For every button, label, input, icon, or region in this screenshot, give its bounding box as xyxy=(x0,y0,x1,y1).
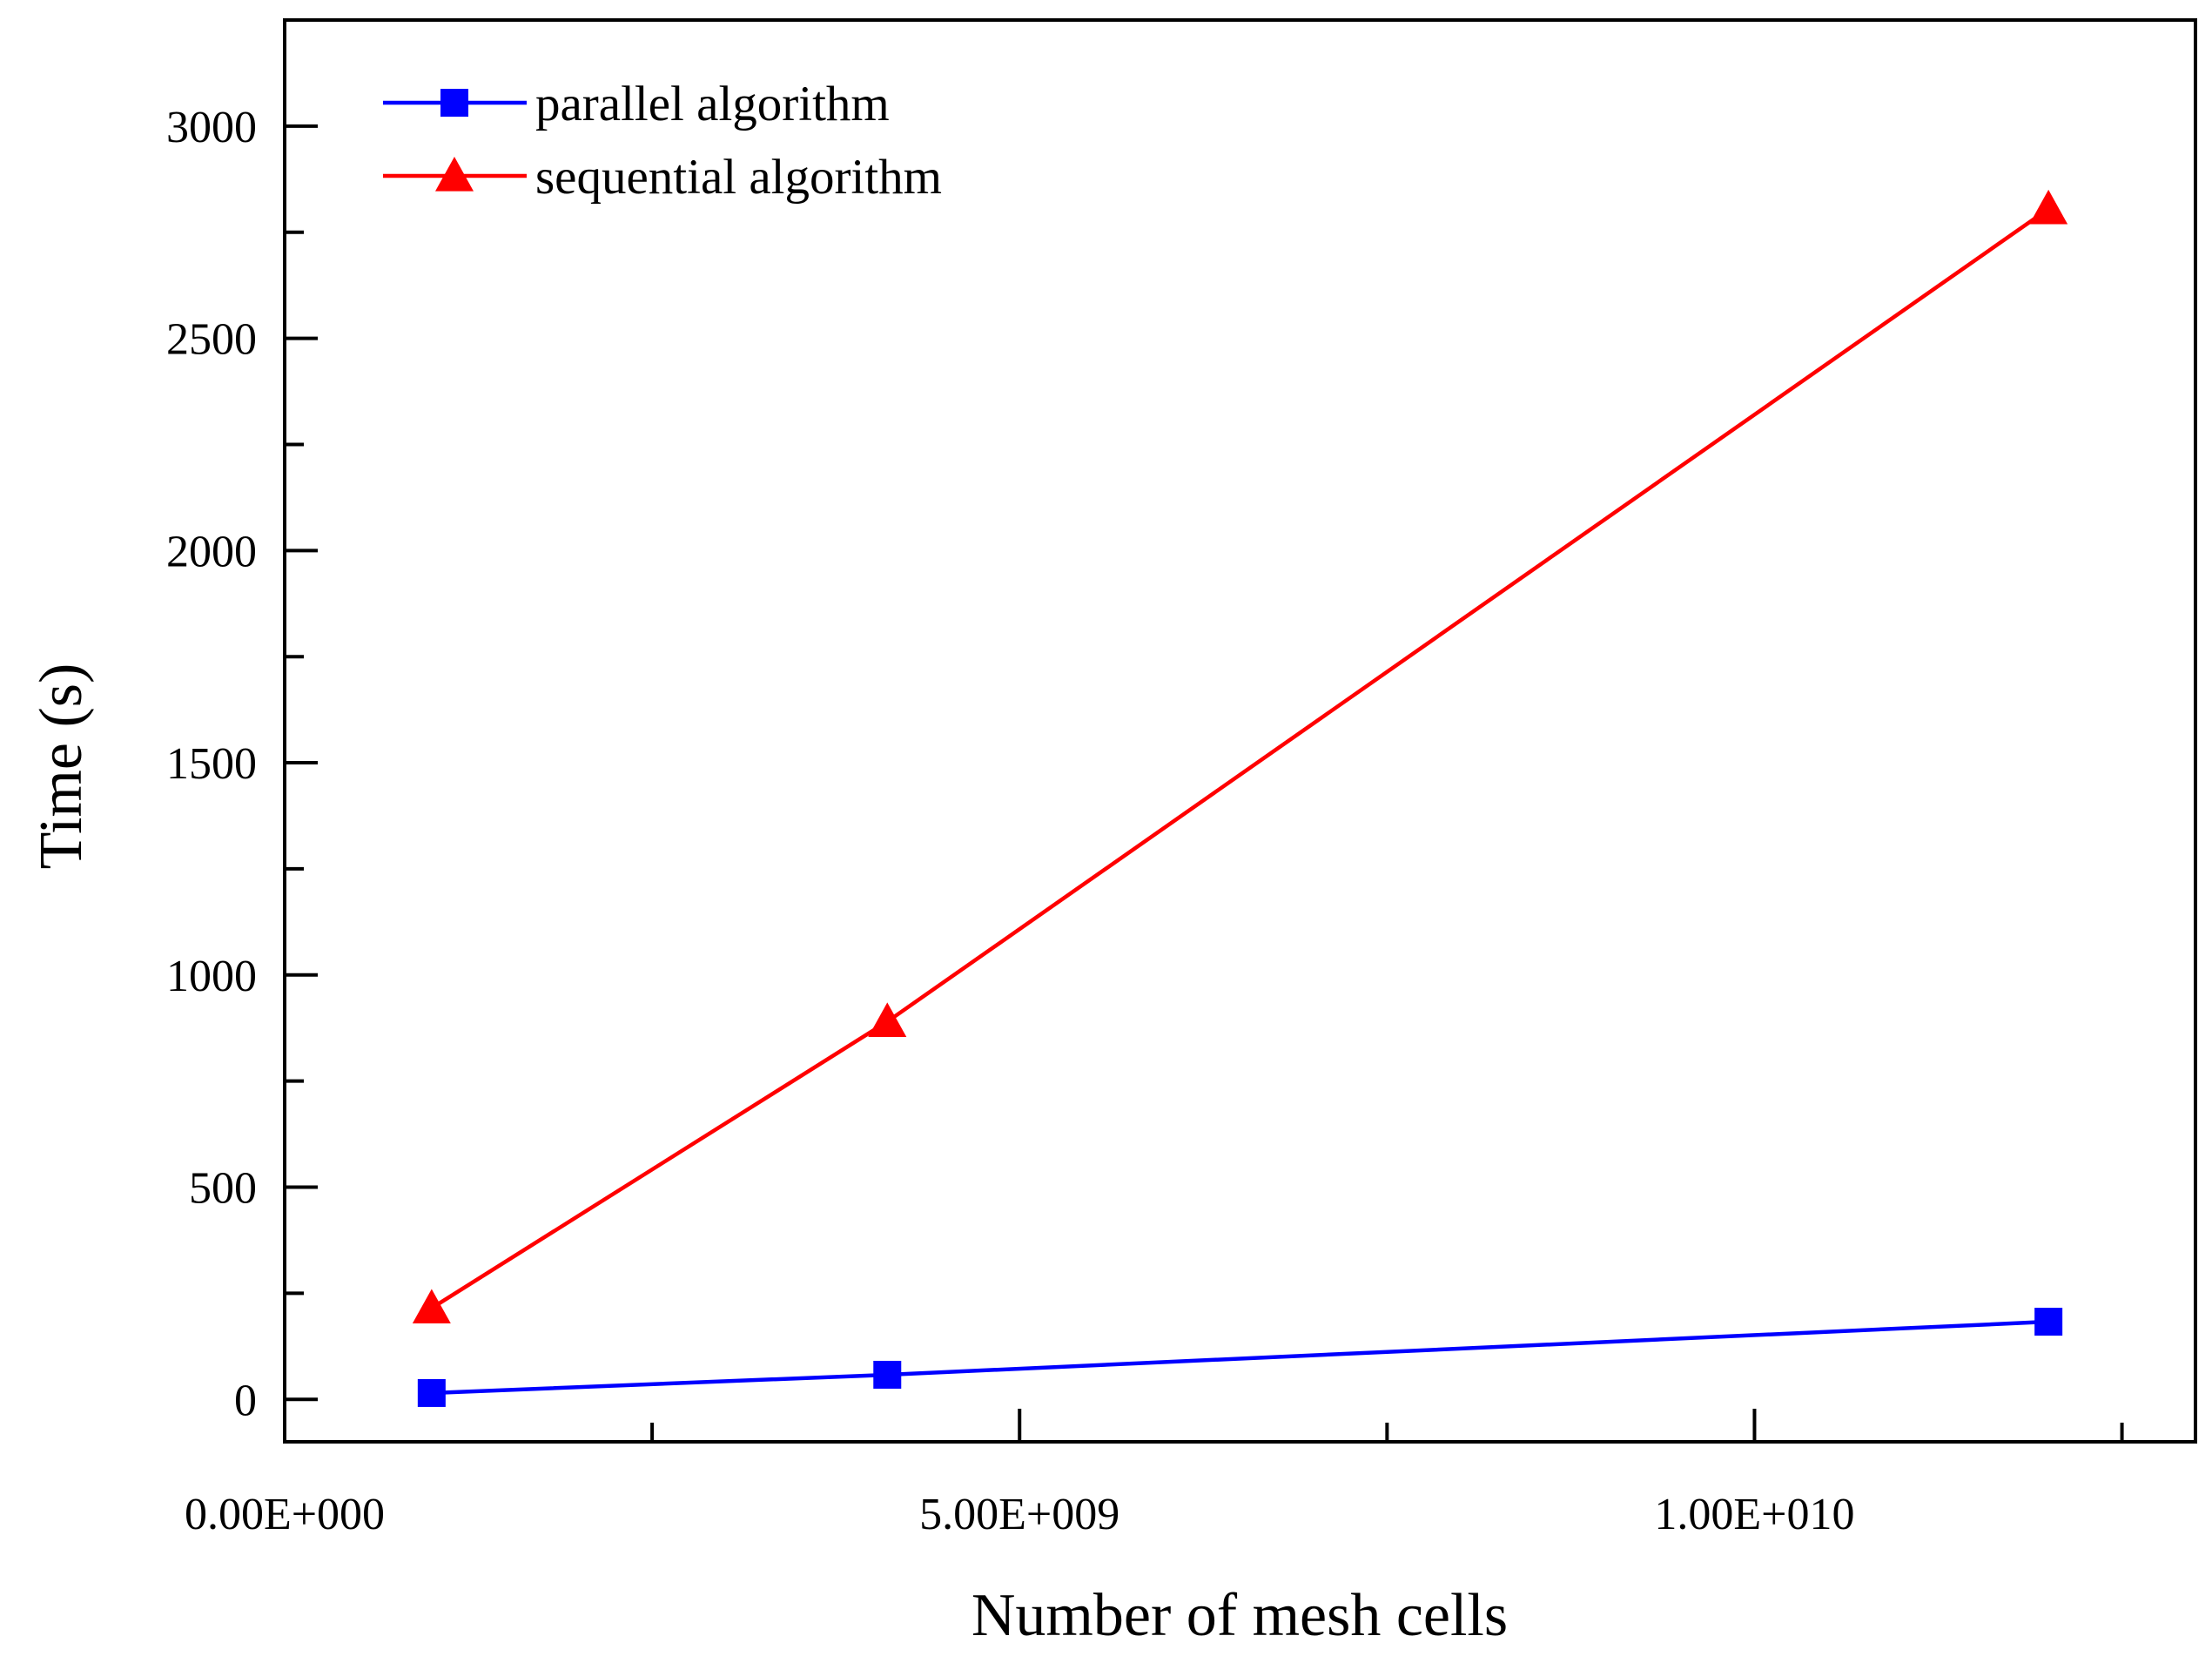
y-tick-label: 0 xyxy=(234,1376,257,1425)
data-point-sequential-algorithm xyxy=(868,1002,907,1038)
y-tick-label: 3000 xyxy=(166,103,257,152)
y-tick-label: 1000 xyxy=(166,952,257,1001)
legend-marker-sequential-algorithm xyxy=(435,157,474,192)
data-point-parallel-algorithm xyxy=(873,1360,902,1389)
axis-ticks: 0.00E+000 5.00E+009 1.00E+010 0 500 1000 1500 2… xyxy=(166,103,2124,1539)
legend-label-sequential-algorithm: sequential algorithm xyxy=(535,150,942,205)
data-point-parallel-algorithm xyxy=(417,1378,446,1407)
series-line-parallel-algorithm xyxy=(431,1319,2049,1396)
data-point-sequential-algorithm xyxy=(412,1289,451,1324)
plot-area xyxy=(283,18,2197,1444)
legend: parallel algorithm sequential algorithm xyxy=(383,77,942,205)
y-axis-title: Time (s) xyxy=(28,663,95,870)
series-line-sequential-algorithm xyxy=(430,207,2050,1310)
legend-marker-parallel-algorithm xyxy=(440,89,468,117)
x-tick-label: 1.00E+010 xyxy=(1654,1490,1854,1539)
series-layer xyxy=(412,189,2068,1407)
y-tick-label: 500 xyxy=(189,1164,257,1214)
legend-label-parallel-algorithm: parallel algorithm xyxy=(535,77,890,131)
y-tick-label: 2500 xyxy=(166,315,257,365)
plot-frame xyxy=(283,18,2197,1444)
x-tick-label: 5.00E+009 xyxy=(919,1490,1119,1539)
y-tick-label: 2000 xyxy=(166,527,257,576)
x-axis-title: Number of mesh cells xyxy=(972,1582,1508,1649)
y-tick-label: 1500 xyxy=(166,739,257,789)
x-tick-label: 0.00E+000 xyxy=(185,1490,385,1539)
data-point-sequential-algorithm xyxy=(2029,189,2068,225)
data-point-parallel-algorithm xyxy=(2034,1308,2063,1336)
